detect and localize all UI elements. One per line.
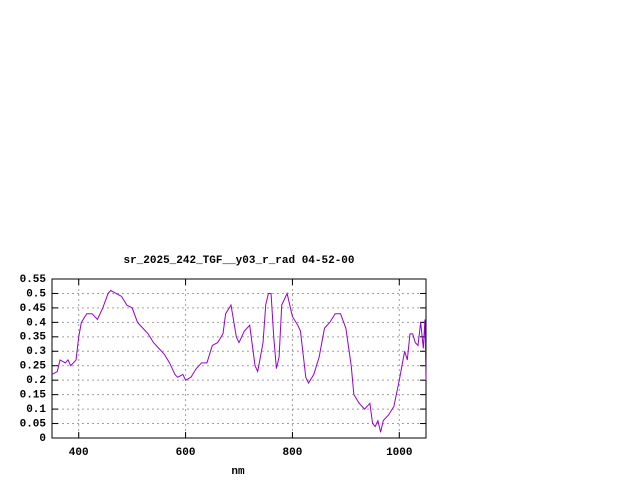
y-tick-label: 0.1 bbox=[26, 404, 46, 416]
x-axis-label: nm bbox=[231, 466, 245, 478]
y-tick-label: 0.55 bbox=[20, 274, 47, 286]
y-tick-label: 0.45 bbox=[20, 303, 47, 315]
x-tick-label: 800 bbox=[283, 447, 303, 459]
y-tick-label: 0.05 bbox=[20, 418, 47, 430]
y-tick-label: 0 bbox=[39, 433, 46, 445]
y-tick-label: 0.2 bbox=[26, 375, 46, 387]
y-tick-label: 0.5 bbox=[26, 288, 46, 300]
chart-title: sr_2025_242_TGF__y03_r_rad 04-52-00 bbox=[123, 255, 354, 267]
x-tick-label: 600 bbox=[176, 447, 196, 459]
y-tick-label: 0.4 bbox=[26, 317, 46, 329]
y-tick-label: 0.25 bbox=[20, 361, 47, 373]
y-tick-label: 0.3 bbox=[26, 346, 46, 358]
data-line bbox=[51, 289, 427, 433]
x-tick-label: 1000 bbox=[386, 447, 412, 459]
y-tick-label: 0.35 bbox=[20, 332, 47, 344]
x-tick-label: 400 bbox=[69, 447, 89, 459]
y-tick-label: 0.15 bbox=[20, 390, 47, 402]
